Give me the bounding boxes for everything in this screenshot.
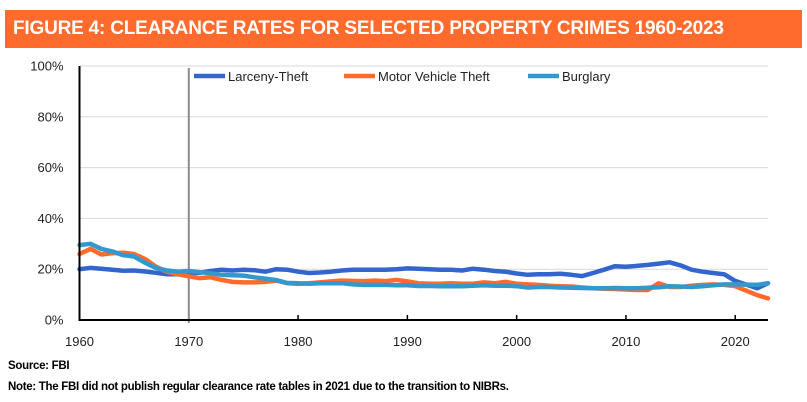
y-tick-label: 60%: [37, 160, 63, 175]
x-tick-label: 1970: [174, 334, 203, 349]
gridlines: [79, 65, 768, 270]
y-axis-ticks: 0% 20% 40% 60% 80% 100%: [30, 59, 64, 328]
x-tick-label: 2010: [611, 334, 640, 349]
series-motor-vehicle-theft: [77, 246, 771, 301]
y-tick-label: 100%: [30, 59, 64, 74]
source-note: Source: FBI: [8, 360, 70, 372]
x-tick-label: 1980: [284, 334, 313, 349]
legend-item-burglary: Burglary: [528, 69, 611, 84]
footnote: Note: The FBI did not publish regular cl…: [8, 381, 509, 393]
figure-title: FIGURE 4: CLEARANCE RATES FOR SELECTED P…: [5, 10, 802, 48]
legend: Larceny-Theft Motor Vehicle Theft Burglary: [194, 69, 611, 84]
y-tick-label: 80%: [37, 109, 63, 124]
x-axis-ticks: 1960 1970 1980 1990 2000 2010 2020: [65, 315, 750, 349]
legend-item-larceny-theft: Larceny-Theft: [194, 69, 309, 84]
x-tick-label: 1960: [65, 334, 94, 349]
legend-item-motor-vehicle-theft: Motor Vehicle Theft: [344, 69, 490, 84]
y-tick-label: 20%: [37, 262, 63, 277]
legend-label: Larceny-Theft: [228, 69, 309, 84]
x-tick-label: 2000: [502, 334, 531, 349]
legend-label: Motor Vehicle Theft: [378, 69, 490, 84]
legend-label: Burglary: [562, 69, 611, 84]
x-tick-label: 2020: [721, 334, 750, 349]
y-tick-label: 0%: [45, 313, 64, 328]
line-chart: 0% 20% 40% 60% 80% 100% 1960 1970 1980 1990 2000 2…: [30, 59, 771, 349]
series-lines: [77, 241, 771, 301]
y-tick-label: 40%: [37, 211, 63, 226]
series-burglary: [77, 241, 771, 291]
x-tick-label: 1990: [393, 334, 422, 349]
